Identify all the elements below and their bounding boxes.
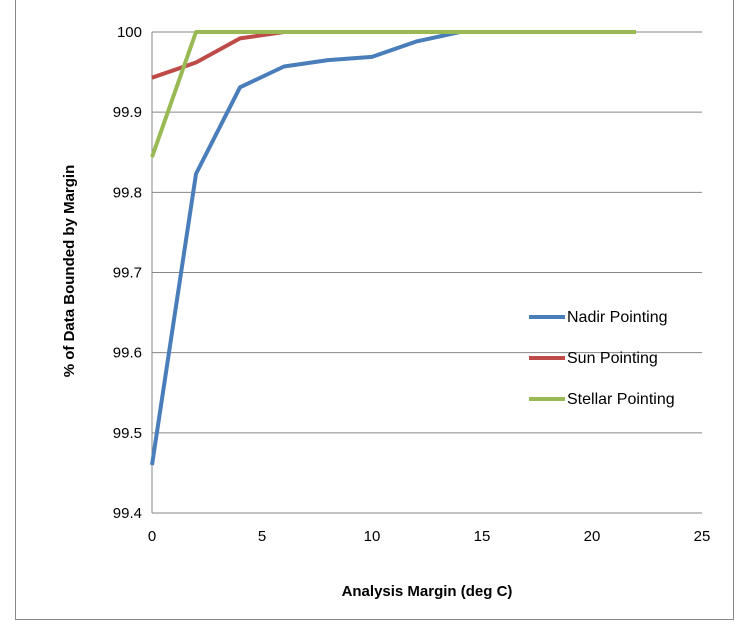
y-tick-label: 99.8 xyxy=(113,184,142,201)
x-tick-labels: 0 5 10 15 20 25 xyxy=(148,528,711,545)
data-point xyxy=(239,31,241,33)
data-point xyxy=(503,31,505,33)
data-point xyxy=(283,65,285,67)
data-point xyxy=(371,31,373,33)
y-tick-label: 99.6 xyxy=(113,345,142,362)
x-tick-label: 5 xyxy=(258,528,266,545)
y-axis-title: % of Data Bounded by Margin xyxy=(61,165,78,378)
y-tick-label: 99.4 xyxy=(113,505,142,522)
legend: Nadir Pointing Sun Pointing Stellar Pointi… xyxy=(529,309,675,408)
legend-label: Sun Pointing xyxy=(567,350,658,367)
data-point xyxy=(327,31,329,33)
chart-frame: 99.4 99.5 99.6 99.7 99.8 99.9 100 0 5 10 15 20 25 N… xyxy=(15,0,734,620)
data-point xyxy=(239,37,241,39)
data-point xyxy=(459,31,461,33)
data-point xyxy=(327,59,329,61)
data-point xyxy=(151,464,153,466)
data-point xyxy=(591,31,593,33)
series-line-sun-pointing xyxy=(151,30,636,80)
data-point xyxy=(151,77,153,79)
y-tick-labels: 99.4 99.5 99.6 99.7 99.8 99.9 100 xyxy=(113,24,142,522)
grid-lines xyxy=(152,31,702,434)
axes xyxy=(151,32,702,514)
legend-label: Nadir Pointing xyxy=(567,309,668,326)
data-point xyxy=(283,31,285,33)
x-axis-title: Analysis Margin (deg C) xyxy=(342,583,513,600)
y-tick-label: 99.9 xyxy=(113,104,142,121)
x-tick-label: 15 xyxy=(474,528,491,545)
series-lines xyxy=(150,30,637,466)
x-tick-label: 25 xyxy=(694,528,711,545)
legend-label: Stellar Pointing xyxy=(567,391,675,408)
data-point xyxy=(195,31,197,33)
data-point xyxy=(415,41,417,43)
x-tick-label: 0 xyxy=(148,528,156,545)
y-tick-label: 99.7 xyxy=(113,265,142,282)
series-line-stellar-pointing xyxy=(150,30,636,158)
y-tick-label: 100 xyxy=(117,24,142,41)
data-point xyxy=(239,86,241,88)
data-point xyxy=(415,31,417,33)
data-point xyxy=(635,31,637,33)
y-tick-label: 99.5 xyxy=(113,425,142,442)
data-point xyxy=(151,156,153,158)
data-point xyxy=(371,56,373,58)
data-point xyxy=(195,61,197,63)
x-tick-label: 20 xyxy=(584,528,601,545)
line-chart: 99.4 99.5 99.6 99.7 99.8 99.9 100 0 5 10 15 20 25 N… xyxy=(61,24,711,600)
x-tick-label: 10 xyxy=(364,528,381,545)
data-point xyxy=(195,173,197,175)
data-point xyxy=(547,31,549,33)
